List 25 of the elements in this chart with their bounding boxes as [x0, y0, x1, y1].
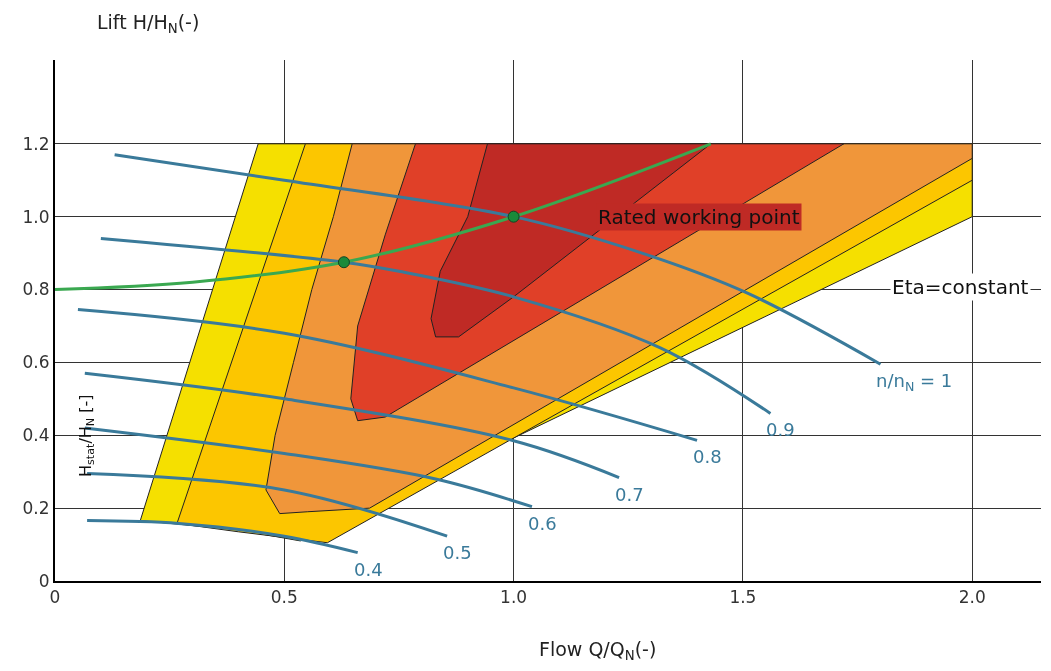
y-tick-label: 1.2 [22, 133, 50, 154]
y-tick-label: 1.0 [22, 206, 50, 227]
series-label: 0.7 [615, 484, 644, 505]
series-label: 0.4 [354, 559, 383, 580]
line-series [99, 237, 772, 415]
series-label: 0.9 [766, 419, 795, 440]
line-series [113, 153, 882, 366]
annotation: Eta=constant [892, 275, 1029, 299]
y-tick-label: 0.6 [22, 352, 50, 373]
series-label: n/n$_{N}$ = 1 [876, 370, 953, 394]
y-tick-label: 0.8 [22, 279, 50, 300]
y-tick-label: 0 [38, 570, 50, 591]
series-label: 0.8 [693, 446, 722, 467]
x-tick-label: 0.5 [270, 587, 298, 608]
x-tick-label: 1.5 [729, 587, 757, 608]
x-tick-label: 1.0 [500, 587, 528, 608]
y-tick-label: 0.2 [22, 498, 50, 519]
y-tick-label: 0.4 [22, 425, 50, 446]
line-series [85, 519, 360, 555]
x-axis-title: Flow Q/Q$_{N}$(-) [539, 638, 657, 663]
series-label: 0.5 [443, 542, 472, 563]
annotation: Rated working point [598, 205, 800, 229]
x-tick-label: 2.0 [958, 587, 986, 608]
y-axis-title: Lift H/H$_{N}$(-) [97, 11, 200, 36]
series-label: 0.6 [528, 513, 557, 534]
